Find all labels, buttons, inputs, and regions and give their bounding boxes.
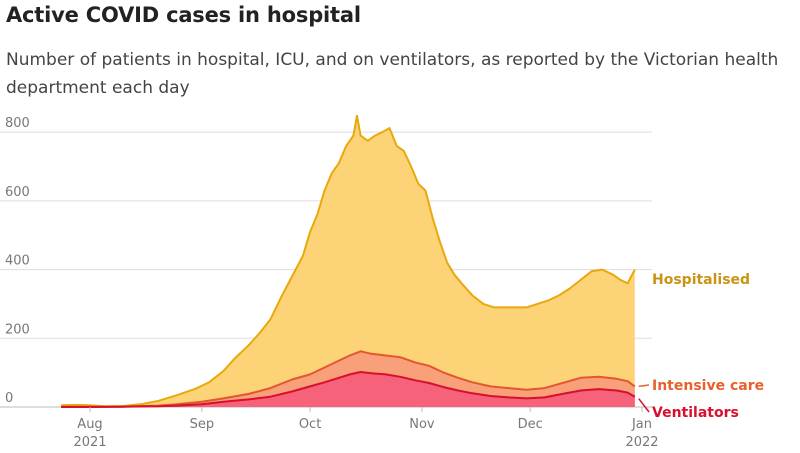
y-tick-label: 600 — [5, 185, 30, 200]
x-axis-ticks: Aug 2021 Sep Oct Nov Dec Jan 2022 — [73, 407, 659, 450]
x-tick-label: Jan — [631, 417, 652, 432]
ventilators-label: Ventilators — [652, 405, 739, 421]
x-tick-year: 2022 — [625, 435, 658, 450]
x-tick-label: Oct — [299, 417, 321, 432]
chart-subtitle: Number of patients in hospital, ICU, and… — [6, 50, 779, 98]
chart-title: Active COVID cases in hospital — [6, 3, 361, 27]
x-tick-label: Nov — [409, 417, 435, 432]
ventilators-line — [61, 371, 636, 408]
x-tick-year: 2021 — [73, 435, 106, 450]
hospitalised-line — [61, 114, 636, 408]
series-areas — [61, 115, 635, 407]
x-tick-label: Aug — [77, 417, 102, 432]
series-labels: Hospitalised Intensive care Ventilators — [638, 272, 764, 421]
y-tick-label: 800 — [5, 116, 30, 131]
y-tick-label: 0 — [5, 391, 13, 406]
hospitalised-area — [61, 115, 635, 407]
series-lines — [61, 114, 636, 408]
y-tick-label: 200 — [5, 322, 30, 337]
ventilators-area — [61, 372, 635, 407]
intensive-care-label: Intensive care — [652, 378, 764, 394]
x-tick-label: Dec — [518, 417, 543, 432]
x-tick-label: Sep — [190, 417, 215, 432]
intensive-care-label-leader — [638, 384, 650, 388]
y-axis-ticks: 0 200 400 600 800 — [5, 116, 30, 406]
y-tick-label: 400 — [5, 254, 30, 269]
hospitalised-label: Hospitalised — [652, 272, 750, 288]
ventilators-label-leader — [638, 398, 650, 413]
intensive-care-line — [61, 350, 636, 408]
